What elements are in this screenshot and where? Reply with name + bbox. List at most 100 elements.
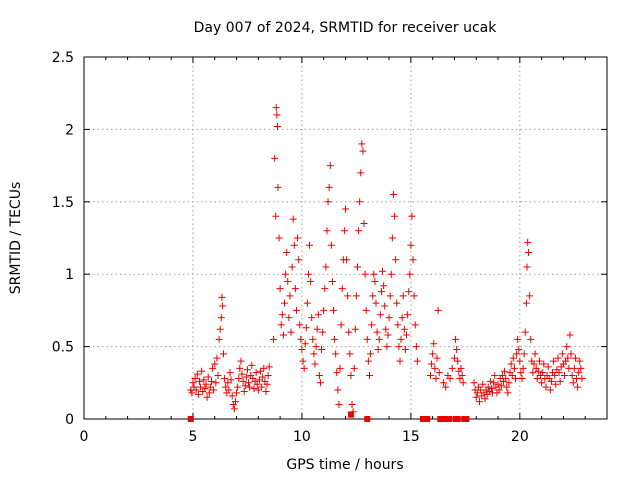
data-point [201,385,209,393]
data-point [479,380,487,388]
zero-level-point [463,416,470,422]
y-tick-label: 0.5 [52,340,74,356]
data-point [360,220,368,228]
data-point [230,405,238,413]
y-tick-label: 0 [65,412,74,428]
data-point [219,350,227,358]
data-point [192,386,200,394]
y-tick-label: 1.5 [52,195,74,211]
data-point [216,325,224,333]
data-point [426,372,434,380]
data-point [211,360,219,368]
data-point [459,379,467,387]
data-point [370,270,378,278]
data-point [412,343,420,351]
data-point [539,369,547,377]
data-point [306,241,314,249]
data-point [323,227,331,235]
data-point [508,372,516,380]
data-point [322,263,330,271]
x-tick-label: 15 [402,429,420,445]
y-tick-label: 1 [65,267,74,283]
data-point [203,393,211,401]
data-point [258,383,266,391]
data-point [193,370,201,378]
data-point [566,331,574,339]
data-point [331,335,339,343]
data-point [240,387,248,395]
data-point [413,357,421,365]
data-point [405,288,413,296]
data-point [275,234,283,242]
data-point [452,335,460,343]
data-point [379,267,387,275]
data-point [298,345,306,353]
data-point [563,343,571,351]
data-point [205,389,213,397]
x-tick-label: 20 [511,429,529,445]
data-point [264,372,272,380]
data-point [260,364,268,372]
data-point [387,270,395,278]
data-point [285,314,293,322]
data-point [497,382,505,390]
data-point [233,389,241,397]
data-point [375,335,383,343]
data-point [277,321,285,329]
data-point [276,285,284,293]
data-point [343,256,351,264]
data-point [364,357,372,365]
data-point [510,364,518,372]
data-point [319,328,327,336]
data-point [374,345,382,353]
data-point [272,104,280,112]
x-tick-label: 0 [80,429,89,445]
data-point [309,335,317,343]
data-point [308,314,316,322]
data-point [263,380,271,388]
data-point [502,374,510,382]
data-point [522,299,530,307]
data-point [355,227,363,235]
data-point [291,285,299,293]
data-point [288,263,296,271]
data-point [248,361,256,369]
data-point [516,357,524,365]
data-point [231,398,239,406]
data-point [301,340,309,348]
chart-title: Day 007 of 2024, SRMTID for receiver uca… [194,20,498,36]
data-point [490,379,498,387]
data-point [347,372,355,380]
data-point [252,369,260,377]
data-point [359,147,367,155]
data-point [262,387,270,395]
data-point [476,398,484,406]
data-point [552,380,560,388]
data-point [440,379,448,387]
data-point [392,256,400,264]
data-point [507,360,515,368]
data-point [287,328,295,336]
data-point [346,350,354,358]
data-point [333,369,341,377]
data-point [526,292,534,300]
data-point [542,383,550,391]
data-point [279,331,287,339]
data-point [363,335,371,343]
data-point [544,363,552,371]
data-point [311,360,319,368]
data-point [575,369,583,377]
data-point [397,335,405,343]
data-point [513,350,521,358]
data-point [318,345,326,353]
data-point [430,340,438,348]
data-point [369,292,377,300]
zero-level-point [347,411,354,418]
data-point [442,383,450,391]
data-point [278,311,286,319]
data-point [238,370,246,378]
data-point [286,292,294,300]
data-point [373,328,381,336]
